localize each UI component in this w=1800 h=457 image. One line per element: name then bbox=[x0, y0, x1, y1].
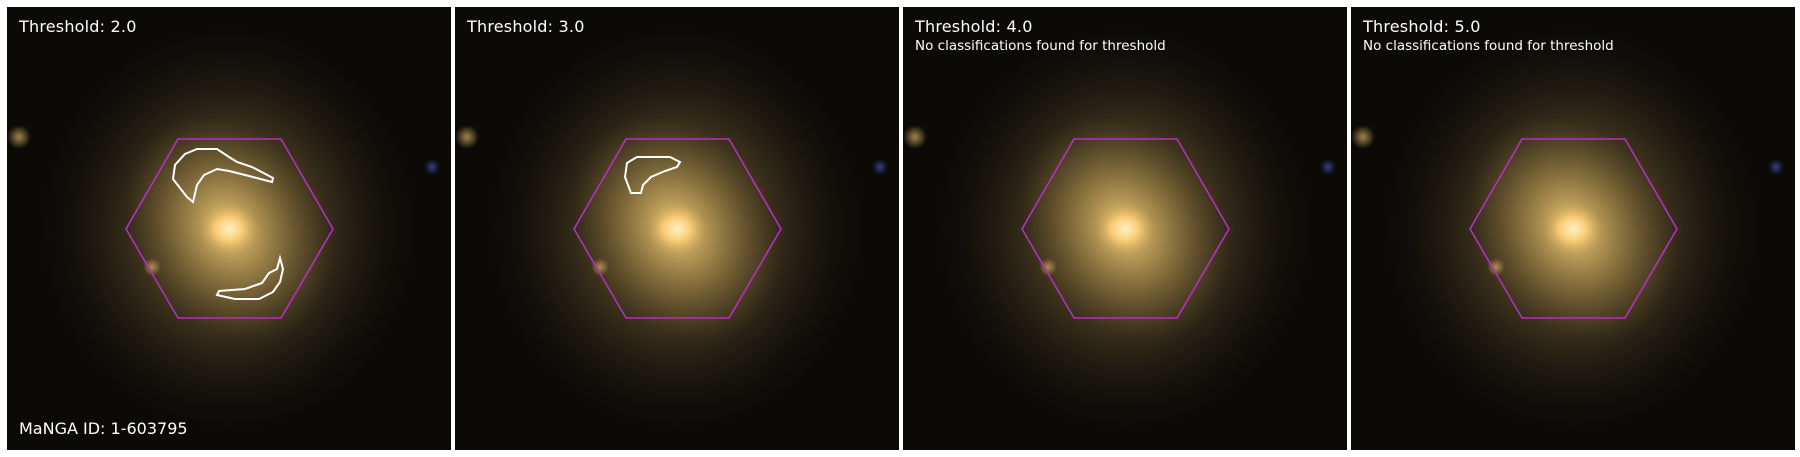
threshold-title: Threshold: 3.0 bbox=[467, 17, 585, 36]
threshold-title: Threshold: 5.0 bbox=[1363, 17, 1481, 36]
threshold-title: Threshold: 4.0 bbox=[915, 17, 1033, 36]
galaxy-image bbox=[903, 7, 1347, 450]
galaxy-image bbox=[455, 7, 899, 450]
no-classifications-note: No classifications found for threshold bbox=[1363, 38, 1614, 54]
panel-threshold-4: Threshold: 4.0 No classifications found … bbox=[903, 7, 1347, 450]
ifu-hexagon bbox=[573, 138, 782, 319]
ifu-hexagon bbox=[1469, 138, 1678, 319]
classification-contour bbox=[215, 254, 285, 300]
panel-threshold-3: Threshold: 3.0 bbox=[455, 7, 899, 450]
galaxy-image bbox=[7, 7, 451, 450]
classification-contour bbox=[623, 156, 682, 194]
panel-threshold-5: Threshold: 5.0 No classifications found … bbox=[1351, 7, 1795, 450]
classification-contour bbox=[171, 148, 275, 204]
threshold-title: Threshold: 2.0 bbox=[19, 17, 137, 36]
ifu-hexagon bbox=[125, 138, 334, 319]
galaxy-image bbox=[1351, 7, 1795, 450]
no-classifications-note: No classifications found for threshold bbox=[915, 38, 1166, 54]
panel-threshold-2: Threshold: 2.0 MaNGA ID: 1-603795 bbox=[7, 7, 451, 450]
ifu-hexagon bbox=[1021, 138, 1230, 319]
manga-id-label: MaNGA ID: 1-603795 bbox=[19, 419, 188, 438]
